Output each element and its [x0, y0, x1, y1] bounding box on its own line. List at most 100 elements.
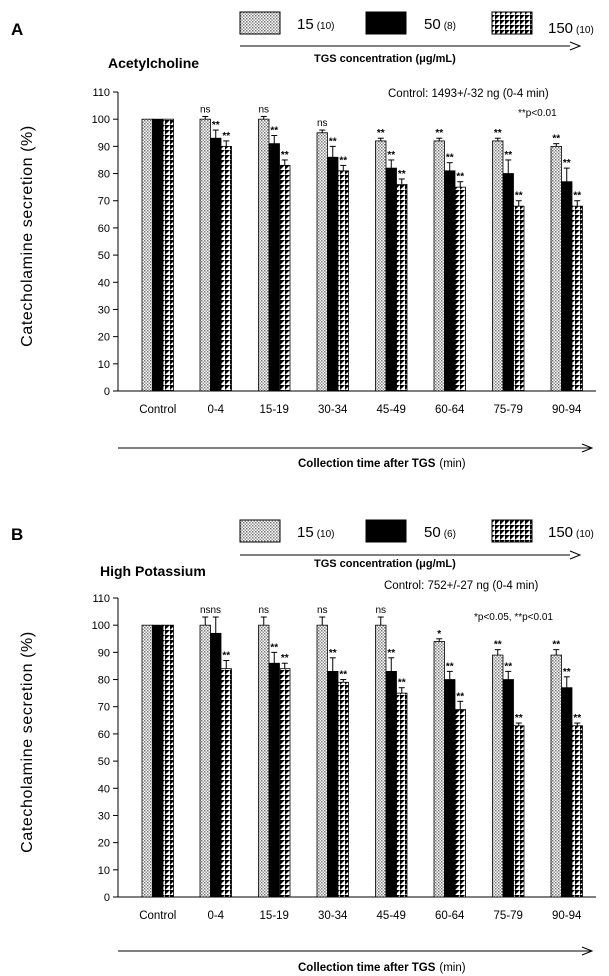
bar-150-30-34 [337, 170, 349, 392]
y-tick-label: 40 [98, 277, 110, 289]
panel-letter: B [11, 525, 23, 544]
category-label: 15-19 [260, 910, 289, 922]
significance-label: ** [552, 134, 560, 145]
legend-arrow-head [569, 41, 582, 51]
significance-label: ** [222, 131, 230, 142]
significance-label: ** [281, 653, 289, 664]
category-label-control: Control [139, 404, 176, 416]
bar-15-60-64 [433, 140, 445, 392]
y-tick-label: 70 [98, 702, 110, 714]
category-label: 75-79 [494, 910, 523, 922]
category-label: 90-94 [552, 404, 582, 416]
bar-control-15 [141, 118, 153, 392]
significance-label: ** [398, 169, 406, 180]
significance-label: ns [317, 605, 328, 616]
significance-label: ns [200, 104, 211, 115]
panel-b: B 15 (10) 50 (6) 150 (10) TGS concentration… [11, 519, 596, 974]
bar-15-30-34 [316, 132, 328, 392]
legend: 15 (10) 50 (8) 150 (10) [239, 11, 594, 37]
bar-150-60-64 [454, 186, 466, 392]
category-label: 60-64 [435, 910, 465, 922]
significance-label: ** [494, 640, 502, 651]
bar-50-60-64 [444, 170, 456, 392]
category-label: 30-34 [318, 910, 348, 922]
significance-label: ** [387, 150, 395, 161]
y-tick-label: 60 [98, 223, 110, 235]
significance-label: ** [377, 128, 385, 139]
concentration-label: TGS concentration (μg/mL) [314, 558, 456, 570]
bar-15-15-19 [258, 118, 270, 392]
bar-15-90-94 [550, 654, 562, 898]
significance-label: ** [446, 153, 454, 164]
y-axis-label: Catecholamine secretion (%) [19, 631, 36, 853]
significance-label: ** [339, 155, 347, 166]
y-tick-label: 80 [98, 169, 110, 181]
bar-50-45-49 [385, 167, 397, 392]
x-arrow-head [581, 443, 594, 453]
bar-150-15-19 [279, 668, 291, 898]
bar-50-0-4 [210, 632, 222, 898]
y-tick-label: 90 [98, 647, 110, 659]
legend-swatch-150 [491, 11, 533, 35]
bar-15-90-94 [550, 145, 562, 392]
bar-15-60-64 [433, 641, 445, 898]
significance-label: ** [573, 713, 581, 724]
bar-150-90-94 [571, 725, 583, 898]
significance-label: ** [387, 648, 395, 659]
bar-50-0-4 [210, 137, 222, 392]
bar-150-15-19 [279, 164, 291, 392]
y-tick-label: 110 [92, 87, 110, 99]
x-arrow-head [581, 946, 594, 956]
significance-label: ** [398, 678, 406, 689]
category-label: 60-64 [435, 404, 465, 416]
y-tick-label: 0 [104, 892, 110, 904]
bar-50-75-79 [502, 173, 514, 392]
significance-label: ** [212, 120, 220, 131]
significance-label: ** [563, 667, 571, 678]
bar-15-15-19 [258, 624, 270, 898]
significance-label: ns [210, 605, 221, 616]
significance-label: ** [504, 661, 512, 672]
legend-swatch-50 [365, 11, 407, 35]
category-label-control: Control [139, 910, 176, 922]
legend-swatch-15 [239, 11, 281, 35]
significance-label: ** [270, 125, 278, 136]
category-label: 90-94 [552, 910, 582, 922]
bar-150-75-79 [513, 205, 525, 392]
legend-label-50: 50 (8) [424, 16, 456, 33]
bar-150-45-49 [396, 692, 408, 898]
significance-label: ** [329, 648, 337, 659]
bar-150-0-4 [220, 145, 232, 392]
plot-area: 0102030405060708090100110Controlns****0-… [92, 87, 596, 416]
significance-label: ** [456, 691, 464, 702]
bar-50-90-94 [561, 687, 573, 898]
y-tick-label: 50 [98, 250, 110, 262]
significance-label: * [437, 629, 441, 640]
control-note: Control: 752+/-27 ng (0-4 min) [384, 580, 539, 592]
category-label: 45-49 [377, 404, 406, 416]
category-label: 75-79 [494, 404, 523, 416]
y-tick-label: 40 [98, 783, 110, 795]
category-label: 15-19 [260, 404, 289, 416]
significance-label: ns [258, 605, 269, 616]
significance-label: ns [375, 605, 386, 616]
x-axis-label: Collection time after TGS (min) [298, 458, 466, 470]
y-tick-label: 20 [98, 332, 110, 344]
bar-15-0-4 [199, 624, 211, 898]
significance-label: ** [552, 640, 560, 651]
category-label: 45-49 [377, 910, 406, 922]
y-tick-label: 90 [98, 141, 110, 153]
bar-control-150 [162, 118, 174, 392]
concentration-label: TGS concentration (μg/mL) [314, 53, 456, 65]
p-value-note: **p<0.01 [518, 108, 557, 119]
significance-label: ** [563, 158, 571, 169]
panel-letter: A [11, 20, 23, 39]
bar-15-75-79 [492, 654, 504, 898]
bar-control-50 [152, 118, 164, 392]
bar-50-15-19 [268, 662, 280, 898]
y-axis-label: Catecholamine secretion (%) [19, 125, 36, 347]
panel-title: Acetylcholine [108, 55, 199, 71]
bar-control-50 [152, 624, 164, 898]
category-label: 30-34 [318, 404, 348, 416]
